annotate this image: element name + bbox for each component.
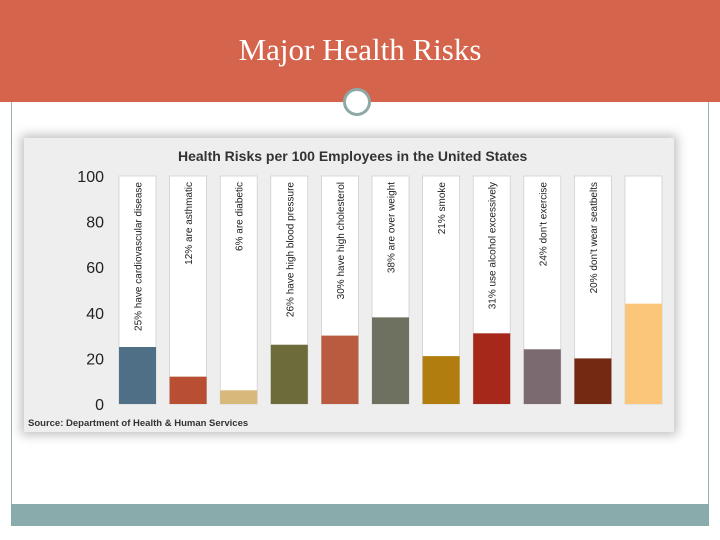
y-tick-label: 40 — [86, 306, 104, 323]
ring-ornament-icon — [343, 88, 371, 116]
bars: 25% have cardiovascular disease 12% are a… — [118, 175, 663, 405]
y-tick-label: 0 — [95, 397, 104, 414]
bar-category-label: 12% are asthmatic — [184, 182, 195, 265]
bar — [169, 376, 207, 404]
bar-category-label: 38% are over weight — [387, 182, 398, 273]
y-axis: 0 20 40 60 80 100 — [77, 169, 104, 414]
title-bar — [0, 0, 720, 102]
bar — [119, 347, 156, 404]
bar-category-label: 26% have high blood pressure — [285, 182, 296, 318]
bar — [523, 349, 561, 404]
bar — [574, 358, 612, 404]
y-tick-label: 100 — [77, 169, 104, 186]
bar-category-label: 44% suffer from stress — [640, 182, 651, 282]
bar-category-label: 30% have high cholesterol — [336, 182, 347, 299]
bar — [220, 390, 258, 404]
y-tick-label: 80 — [86, 215, 104, 232]
bar-category-label: 24% don't exercise — [538, 182, 549, 267]
bar — [372, 317, 409, 404]
bar-category-label: 20% don't wear seatbelts — [589, 182, 600, 293]
slide-title: Major Health Risks — [238, 32, 482, 67]
bar — [473, 333, 511, 404]
chart-source: Source: Department of Health & Human Ser… — [28, 418, 248, 429]
bar-category-label: 6% are diabetic — [235, 182, 246, 251]
bar-category-label: 31% use alcohol excessively — [488, 182, 499, 309]
chart-card: Health Risks per 100 Employees in the Un… — [24, 138, 674, 432]
bar — [321, 335, 359, 404]
y-tick-label: 20 — [86, 351, 104, 368]
bar-background — [219, 175, 258, 405]
bar — [625, 303, 662, 404]
frame-left-border — [11, 102, 12, 504]
bar-category-label: 25% have cardiovascular disease — [134, 182, 145, 331]
y-tick-label: 60 — [86, 260, 104, 277]
bar-background — [169, 175, 208, 405]
chart-title: Health Risks per 100 Employees in the Un… — [178, 148, 528, 164]
bar — [270, 344, 308, 404]
footer-bar — [11, 504, 709, 526]
frame-right-border — [708, 102, 709, 504]
bar — [422, 356, 460, 404]
health-risks-chart: Health Risks per 100 Employees in the Un… — [28, 148, 663, 429]
bar-category-label: 21% smoke — [437, 182, 448, 235]
